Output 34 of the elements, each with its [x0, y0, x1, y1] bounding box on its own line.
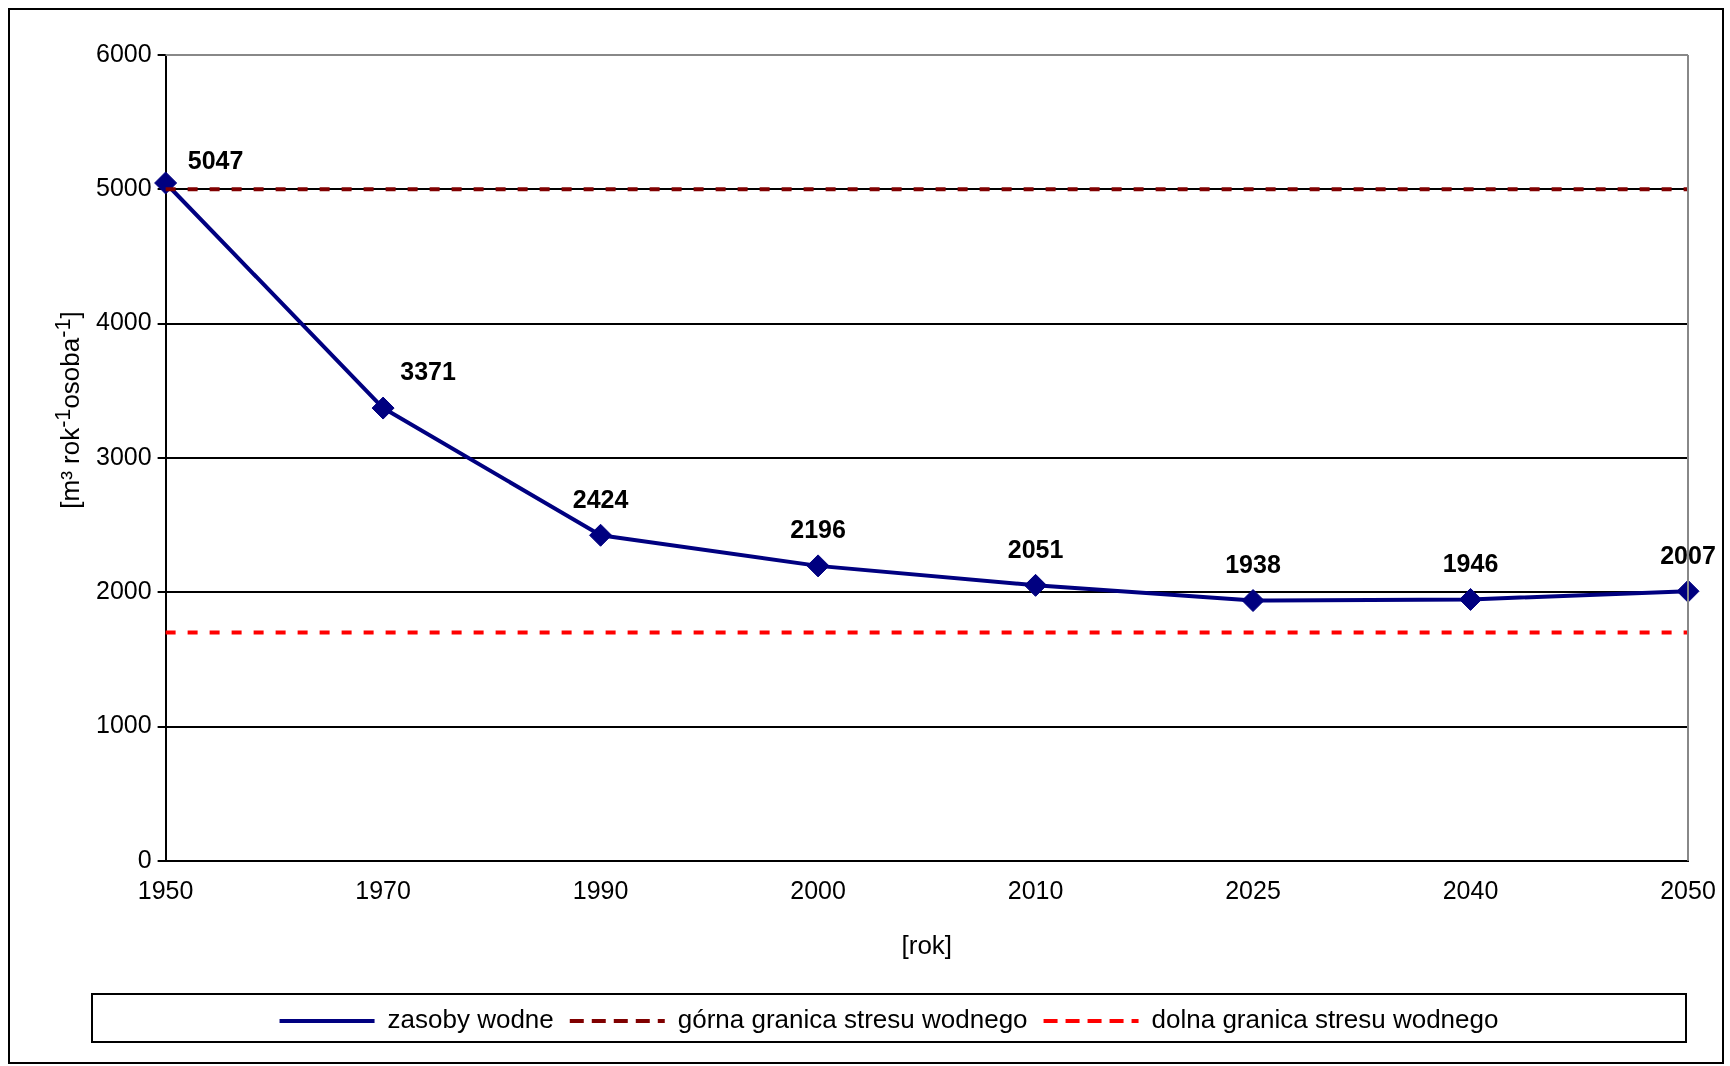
legend-label: dolna granica stresu wodnego: [1151, 1004, 1499, 1035]
y-tick-label: 6000: [95, 38, 152, 67]
y-tick-label: 4000: [95, 307, 152, 336]
x-tick-label: 1990: [572, 875, 629, 904]
data-label: 1946: [1442, 548, 1499, 577]
point: [1024, 573, 1048, 597]
data-label: 2424: [572, 484, 629, 513]
x-tick-label: 1970: [355, 875, 411, 904]
x-tick-label: 2010: [1007, 875, 1064, 904]
legend-label: górna granica stresu wodnego: [677, 1004, 1028, 1035]
data-label: 3371: [400, 357, 456, 386]
data-label: 5047: [187, 146, 244, 175]
point: [154, 171, 178, 195]
y-tick-label: 0: [137, 844, 152, 873]
y-tick-label: 2000: [95, 576, 152, 605]
y-tick-label: 5000: [95, 173, 152, 202]
y-tick-label: 1000: [95, 710, 152, 739]
point: [1459, 587, 1483, 611]
point: [589, 523, 613, 547]
x-tick-label: 1950: [137, 875, 194, 904]
data-label: 2051: [1007, 534, 1064, 563]
x-tick-label: 2000: [790, 875, 846, 904]
x-tick-label: 2025: [1225, 875, 1281, 904]
data-label: 2007: [1660, 540, 1716, 569]
point: [806, 554, 830, 578]
data-label: 2196: [790, 515, 846, 544]
y-tick-label: 3000: [95, 441, 152, 470]
legend-label: zasoby wodne: [387, 1004, 554, 1035]
point: [371, 396, 395, 420]
x-tick-label: 2050: [1660, 875, 1716, 904]
x-tick-label: 2040: [1442, 875, 1499, 904]
point: [1241, 589, 1265, 613]
data-label: 1938: [1225, 549, 1281, 578]
x-axis-title: [rok]: [901, 929, 953, 960]
